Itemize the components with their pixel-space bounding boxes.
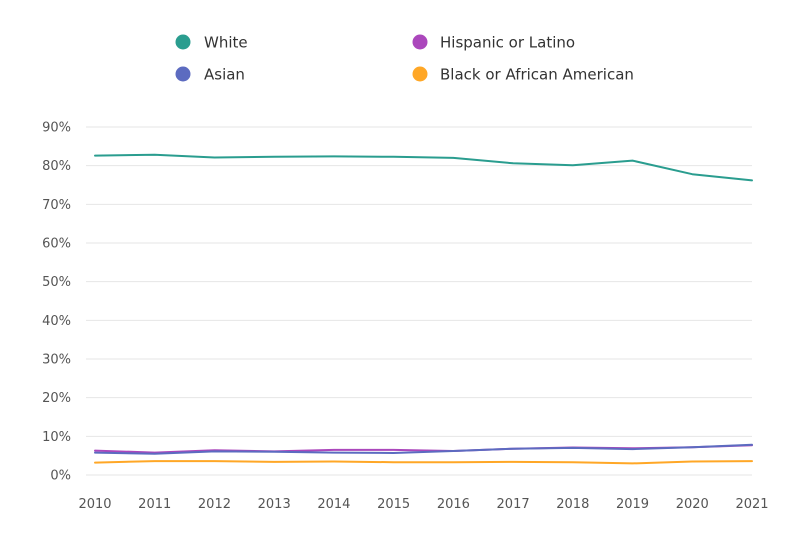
x-tick-label: 2016	[437, 497, 470, 512]
legend-label-hispanic-or-latino: Hispanic or Latino	[440, 34, 575, 52]
legend-item-asian[interactable]: Asian	[175, 66, 245, 84]
x-tick-label: 2018	[556, 497, 589, 512]
legend-item-white[interactable]: White	[175, 34, 248, 52]
x-tick-label: 2015	[377, 497, 410, 512]
x-tick-label: 2010	[78, 497, 111, 512]
legend-marker-black-or-african-american	[412, 66, 428, 82]
x-tick-label: 2021	[735, 497, 768, 512]
y-tick-label: 50%	[42, 275, 71, 290]
x-tick-label: 2012	[198, 497, 231, 512]
legend-label-black-or-african-american: Black or African American	[440, 66, 634, 84]
y-tick-label: 90%	[42, 121, 71, 136]
y-tick-label: 20%	[42, 391, 71, 406]
y-tick-label: 10%	[42, 430, 71, 445]
y-tick-label: 40%	[42, 314, 71, 329]
legend-marker-white	[175, 34, 191, 50]
x-tick-label: 2011	[138, 497, 171, 512]
legend-label-white: White	[204, 34, 248, 52]
legend-item-hispanic-or-latino[interactable]: Hispanic or Latino	[412, 34, 576, 52]
y-axis: 0% 10% 20% 30% 40% 50% 60% 70% 80% 90%	[42, 121, 71, 484]
x-tick-label: 2014	[317, 497, 350, 512]
plot-area	[94, 153, 753, 465]
legend-marker-asian	[175, 66, 191, 82]
y-tick-label: 80%	[42, 159, 71, 174]
series-line-white[interactable]	[94, 153, 753, 182]
legend-marker-hispanic-or-latino	[412, 34, 428, 50]
legend: White Hispanic or Latino Asian Black or …	[175, 34, 634, 84]
x-tick-label: 2019	[616, 497, 649, 512]
y-tick-label: 0%	[50, 469, 71, 484]
y-tick-label: 60%	[42, 237, 71, 252]
x-tick-label: 2017	[497, 497, 530, 512]
legend-label-asian: Asian	[204, 66, 245, 84]
y-tick-label: 30%	[42, 353, 71, 368]
x-axis: 2010 2011 2012 2013 2014 2015 2016 2017 2018 2019…	[78, 497, 768, 512]
x-tick-label: 2020	[676, 497, 709, 512]
y-tick-label: 70%	[42, 198, 71, 213]
x-tick-label: 2013	[258, 497, 291, 512]
grid	[86, 126, 752, 476]
legend-item-black-or-african-american[interactable]: Black or African American	[412, 66, 634, 84]
series-line-asian[interactable]	[94, 443, 753, 455]
series-line-black-or-african-american[interactable]	[94, 460, 753, 465]
